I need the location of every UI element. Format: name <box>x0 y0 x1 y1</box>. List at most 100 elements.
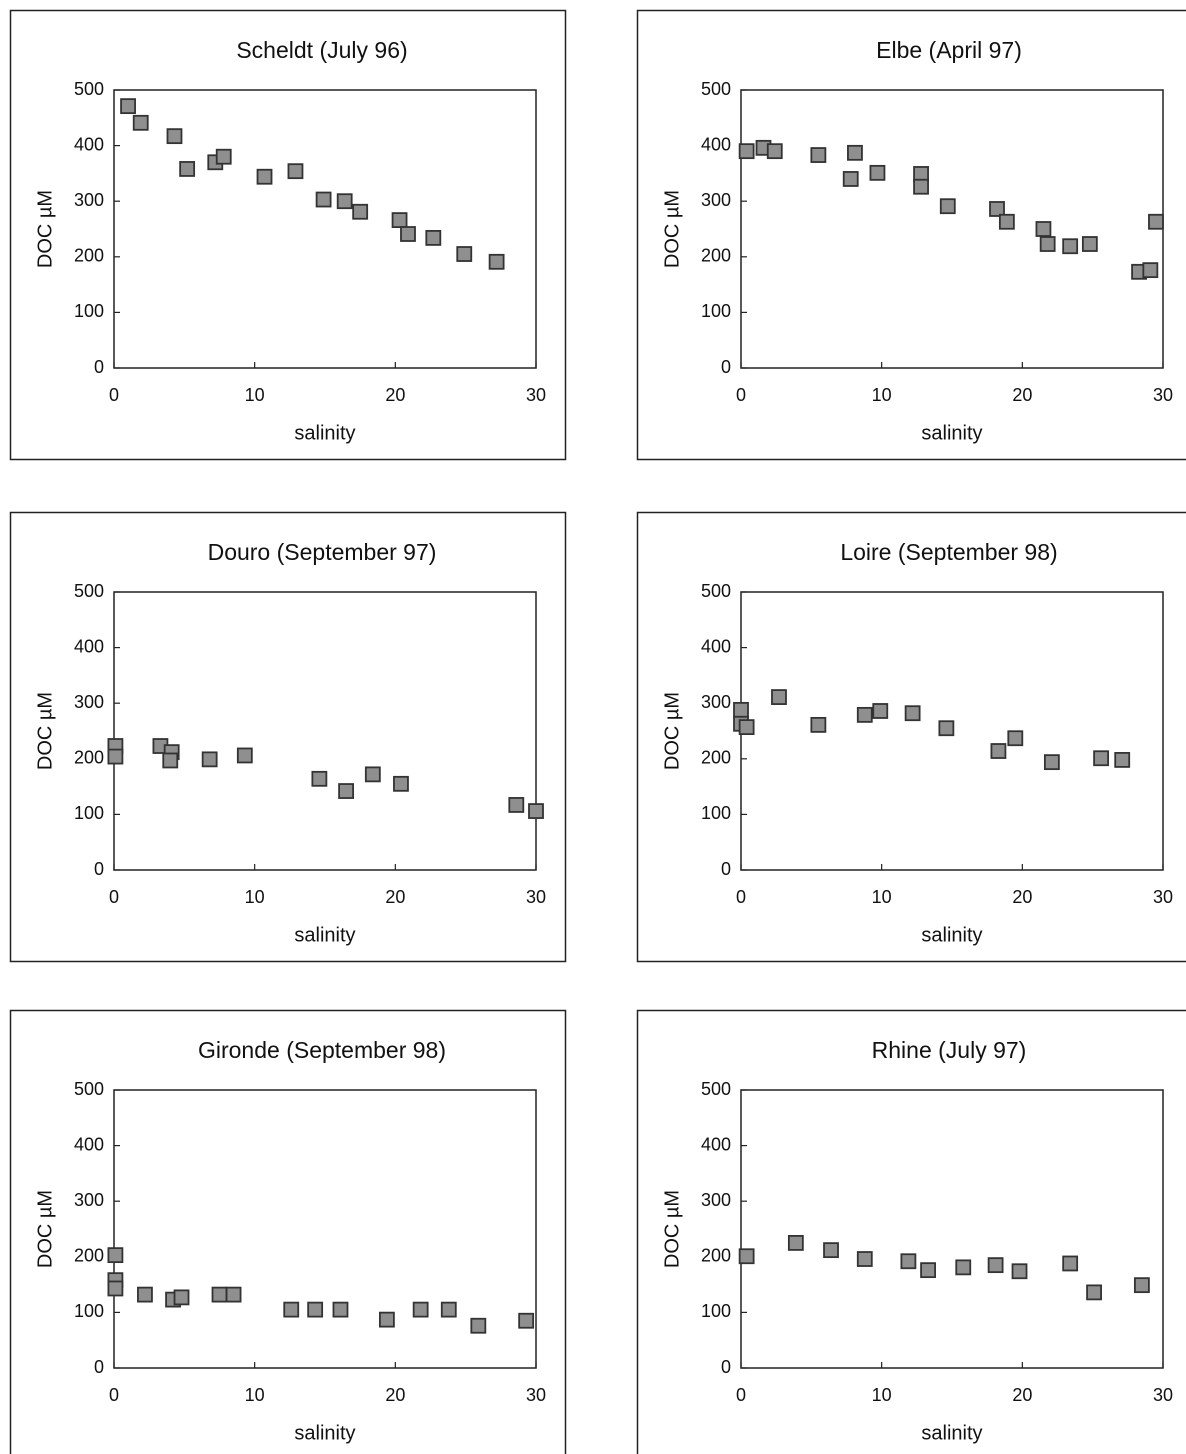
y-tick-label: 300 <box>74 1190 104 1210</box>
x-tick-label: 30 <box>1153 1385 1173 1405</box>
x-tick-label: 10 <box>872 385 892 405</box>
point <box>173 1289 190 1306</box>
y-tick-label: 300 <box>74 190 104 210</box>
y-tick-label: 500 <box>701 581 731 601</box>
x-tick-label: 0 <box>736 385 746 405</box>
point <box>393 775 409 792</box>
x-axis-label: salinity <box>294 1422 355 1444</box>
plot-area <box>113 1089 537 1369</box>
point <box>938 720 955 737</box>
point <box>352 203 369 220</box>
point <box>107 1280 124 1297</box>
point <box>1114 752 1131 768</box>
point <box>1133 1277 1150 1294</box>
point <box>738 143 755 160</box>
chart-title: Scheldt (July 96) <box>236 37 407 63</box>
x-tick-label: 10 <box>245 385 265 405</box>
point <box>856 706 873 723</box>
panel-frame <box>636 9 1186 461</box>
x-tick-label: 20 <box>1012 887 1032 907</box>
point <box>488 253 505 270</box>
x-tick-label: 30 <box>1153 385 1173 405</box>
y-axis-label: DOC µM <box>661 190 683 268</box>
x-tick-label: 30 <box>526 385 546 405</box>
point <box>1062 238 1079 255</box>
y-tick-label: 500 <box>74 581 104 601</box>
chart-title: Rhine (July 97) <box>872 1037 1027 1063</box>
point <box>211 1286 228 1303</box>
panel: Gironde (September 98) 0 100 200 300 400 500 0 1… <box>9 1009 567 1454</box>
point <box>766 143 783 160</box>
panel: Loire (September 98) 0 100 200 300 400 500 0 10 2… <box>636 511 1186 963</box>
x-tick-label: 10 <box>245 1385 265 1405</box>
x-tick-label: 0 <box>109 1385 119 1405</box>
y-axis-label: DOC µM <box>34 1190 56 1268</box>
point <box>508 797 525 813</box>
point <box>364 766 381 783</box>
y-tick-label: 100 <box>74 1301 104 1321</box>
y-axis-label: DOC µM <box>661 1190 683 1268</box>
y-tick-label: 100 <box>701 803 731 823</box>
point <box>470 1317 487 1334</box>
y-tick-label: 0 <box>721 357 731 377</box>
x-tick-label: 10 <box>245 887 265 907</box>
x-tick-label: 20 <box>385 385 405 405</box>
x-tick-label: 10 <box>872 887 892 907</box>
point <box>107 748 124 765</box>
point <box>1007 730 1024 747</box>
point <box>842 171 859 187</box>
point <box>1011 1263 1028 1280</box>
point <box>810 147 827 163</box>
point <box>391 212 408 229</box>
point <box>336 193 353 210</box>
point <box>283 1301 300 1318</box>
point <box>787 1234 804 1251</box>
y-tick-label: 200 <box>701 748 731 768</box>
point <box>311 770 328 787</box>
x-tick-label: 30 <box>1153 887 1173 907</box>
x-tick-label: 20 <box>1012 385 1032 405</box>
point <box>315 191 332 208</box>
point <box>998 213 1015 230</box>
point <box>528 803 544 819</box>
plot-area <box>113 89 537 369</box>
plot-area <box>740 89 1164 369</box>
point <box>378 1311 395 1328</box>
chart-title: Douro (September 97) <box>208 539 437 565</box>
point <box>120 98 136 115</box>
point <box>307 1301 324 1318</box>
point <box>256 168 273 185</box>
panel: Scheldt (July 96) 0 100 200 300 400 500 0 10 20 30… <box>9 9 567 461</box>
point <box>1035 221 1052 237</box>
point <box>869 164 886 181</box>
point <box>847 144 863 161</box>
x-tick-label: 0 <box>109 887 119 907</box>
point <box>287 163 304 180</box>
y-tick-label: 400 <box>74 1134 104 1154</box>
point <box>1081 236 1098 252</box>
chart-title: Gironde (September 98) <box>198 1037 446 1063</box>
x-axis-label: salinity <box>921 924 982 946</box>
point <box>179 161 196 177</box>
panel: Douro (September 97) 0 100 200 300 400 500 0 10 2… <box>9 511 567 963</box>
x-tick-label: 20 <box>1012 1385 1032 1405</box>
x-tick-label: 30 <box>526 1385 546 1405</box>
point <box>132 114 149 131</box>
point <box>215 148 232 165</box>
point <box>412 1301 429 1318</box>
point <box>913 178 929 195</box>
panel: Elbe (April 97) 0 100 200 300 400 500 0 10 20 30 sa… <box>636 9 1186 461</box>
point <box>166 128 183 145</box>
point <box>338 783 355 799</box>
point <box>1142 262 1159 279</box>
point <box>771 689 787 705</box>
point <box>1148 213 1164 230</box>
point <box>989 201 1005 217</box>
y-axis-label: DOC µM <box>661 692 683 770</box>
point <box>900 1253 917 1270</box>
y-tick-label: 500 <box>701 1079 731 1099</box>
x-axis-label: salinity <box>921 422 982 444</box>
y-tick-label: 400 <box>701 636 731 656</box>
